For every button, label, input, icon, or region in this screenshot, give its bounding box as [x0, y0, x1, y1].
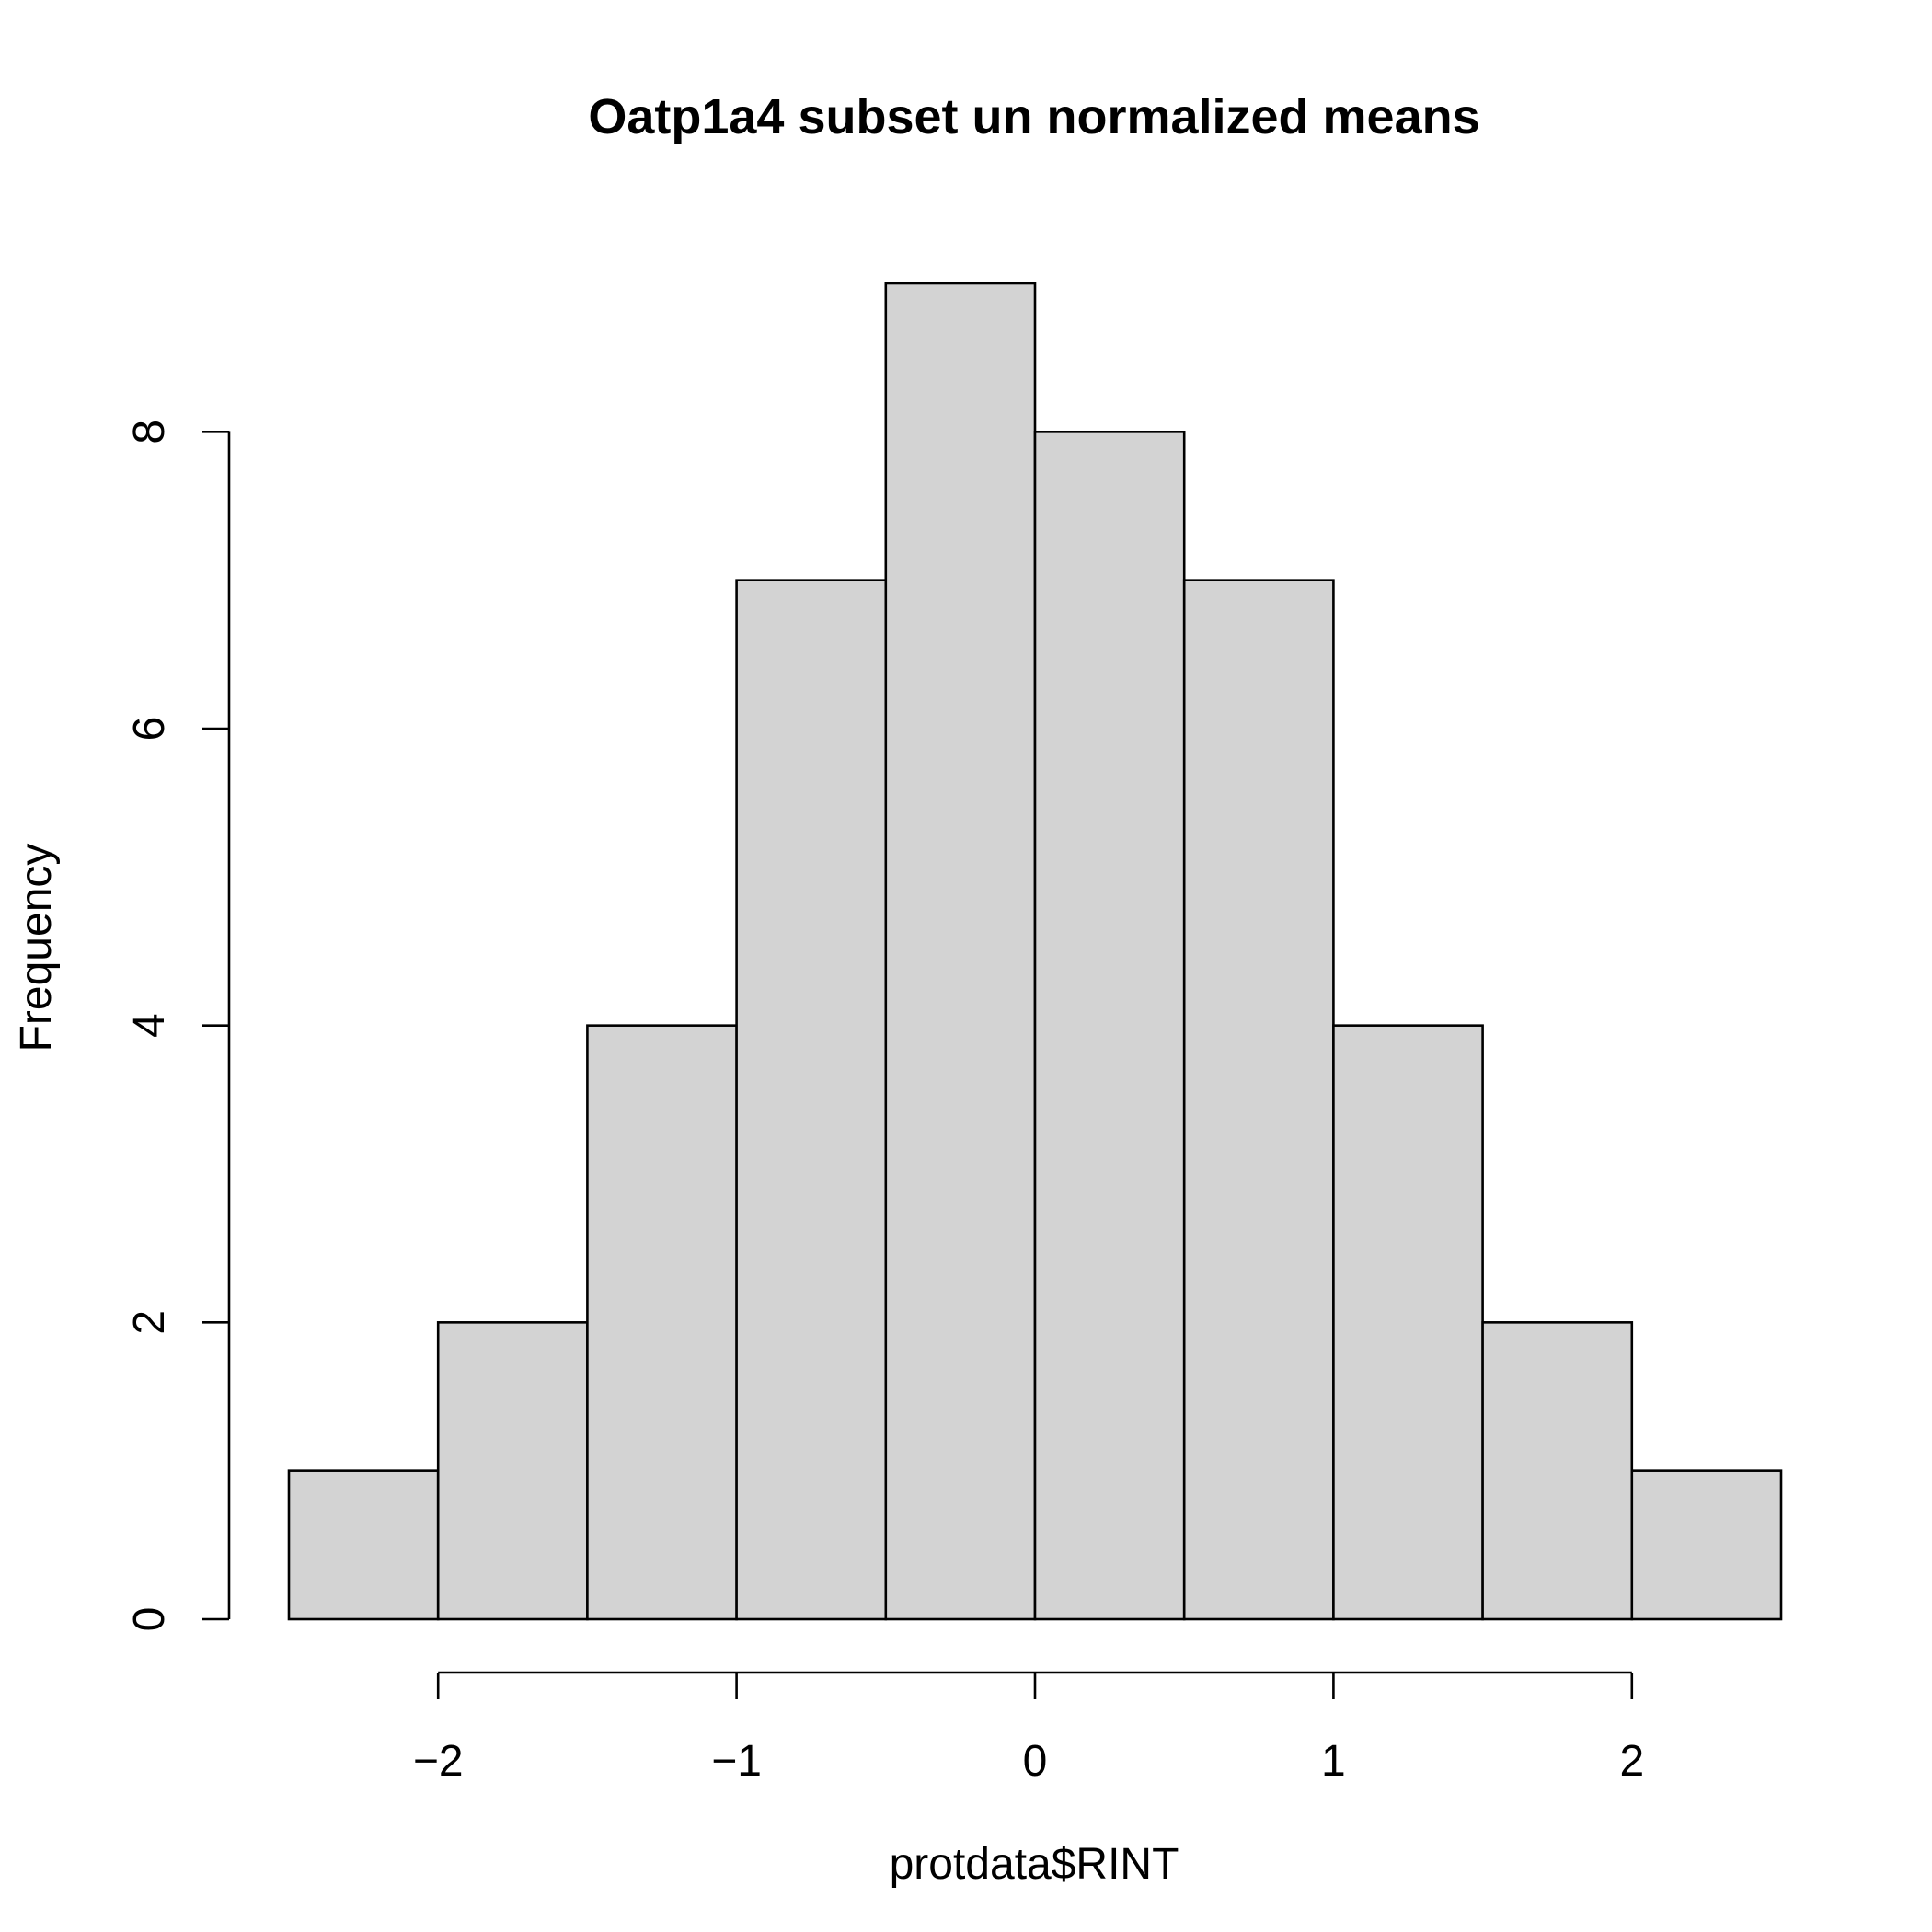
y-axis-label: Frequency	[12, 844, 61, 1052]
histogram-bar	[1481, 1321, 1634, 1621]
histogram-bar	[1630, 1469, 1783, 1621]
x-axis: −2 −1 0 1 2	[413, 1671, 1644, 1786]
bars-group	[287, 282, 1783, 1621]
y-tick-label: 4	[125, 1013, 174, 1038]
histogram-bar	[1182, 579, 1335, 1621]
x-tick-label: −1	[711, 1737, 762, 1786]
x-tick-label: −2	[413, 1737, 464, 1786]
x-tick-label: 1	[1321, 1737, 1346, 1786]
chart-title: Oatp1a4 subset un normalized means	[588, 89, 1479, 144]
y-tick-label: 2	[125, 1310, 174, 1335]
histogram-bar	[287, 1469, 440, 1621]
histogram-bar	[586, 1024, 738, 1621]
x-tick-label: 0	[1023, 1737, 1048, 1786]
x-tick-label: 2	[1619, 1737, 1644, 1786]
histogram-bar	[1332, 1024, 1484, 1621]
x-axis-label: protdata$RINT	[890, 1840, 1179, 1889]
y-axis: 0 2 4 6 8	[125, 420, 231, 1632]
y-tick-label: 0	[125, 1607, 174, 1632]
y-tick-label: 6	[125, 717, 174, 742]
y-tick-label: 8	[125, 420, 174, 444]
histogram-bar	[436, 1321, 589, 1621]
histogram-bar	[1033, 431, 1186, 1621]
histogram-bar	[735, 579, 888, 1621]
histogram-bar	[884, 282, 1037, 1621]
